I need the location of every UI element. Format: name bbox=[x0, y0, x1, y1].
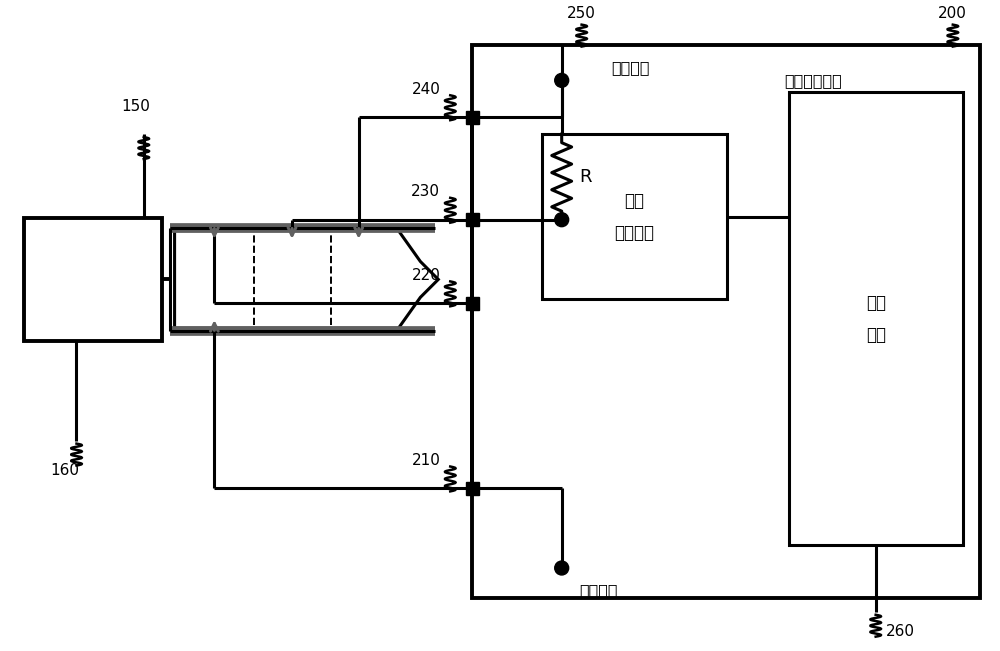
Bar bbox=[24, 217, 162, 341]
Text: 250: 250 bbox=[567, 6, 596, 21]
Text: 230: 230 bbox=[411, 184, 440, 199]
Text: 200: 200 bbox=[938, 6, 967, 21]
Bar bbox=[789, 92, 963, 545]
Bar bbox=[466, 111, 479, 124]
Polygon shape bbox=[175, 230, 438, 328]
Circle shape bbox=[555, 561, 569, 575]
Text: 160: 160 bbox=[50, 462, 79, 478]
Text: 260: 260 bbox=[886, 624, 915, 639]
Text: 插头
检测电路: 插头 检测电路 bbox=[614, 191, 654, 242]
Text: 第一电位: 第一电位 bbox=[580, 583, 618, 598]
Circle shape bbox=[555, 74, 569, 87]
Text: 音频编解码器: 音频编解码器 bbox=[785, 73, 842, 88]
Bar bbox=[466, 297, 479, 310]
Text: R: R bbox=[580, 168, 592, 186]
Bar bbox=[466, 214, 479, 226]
Text: 第二电位: 第二电位 bbox=[611, 60, 650, 75]
Bar bbox=[466, 482, 479, 495]
Text: 控制
电路: 控制 电路 bbox=[866, 294, 886, 344]
Circle shape bbox=[555, 213, 569, 227]
Text: 210: 210 bbox=[411, 453, 440, 468]
Text: 150: 150 bbox=[121, 99, 150, 114]
Text: 240: 240 bbox=[411, 82, 440, 97]
Bar bbox=[542, 134, 727, 299]
Text: 220: 220 bbox=[411, 268, 440, 283]
Bar bbox=[472, 44, 980, 598]
